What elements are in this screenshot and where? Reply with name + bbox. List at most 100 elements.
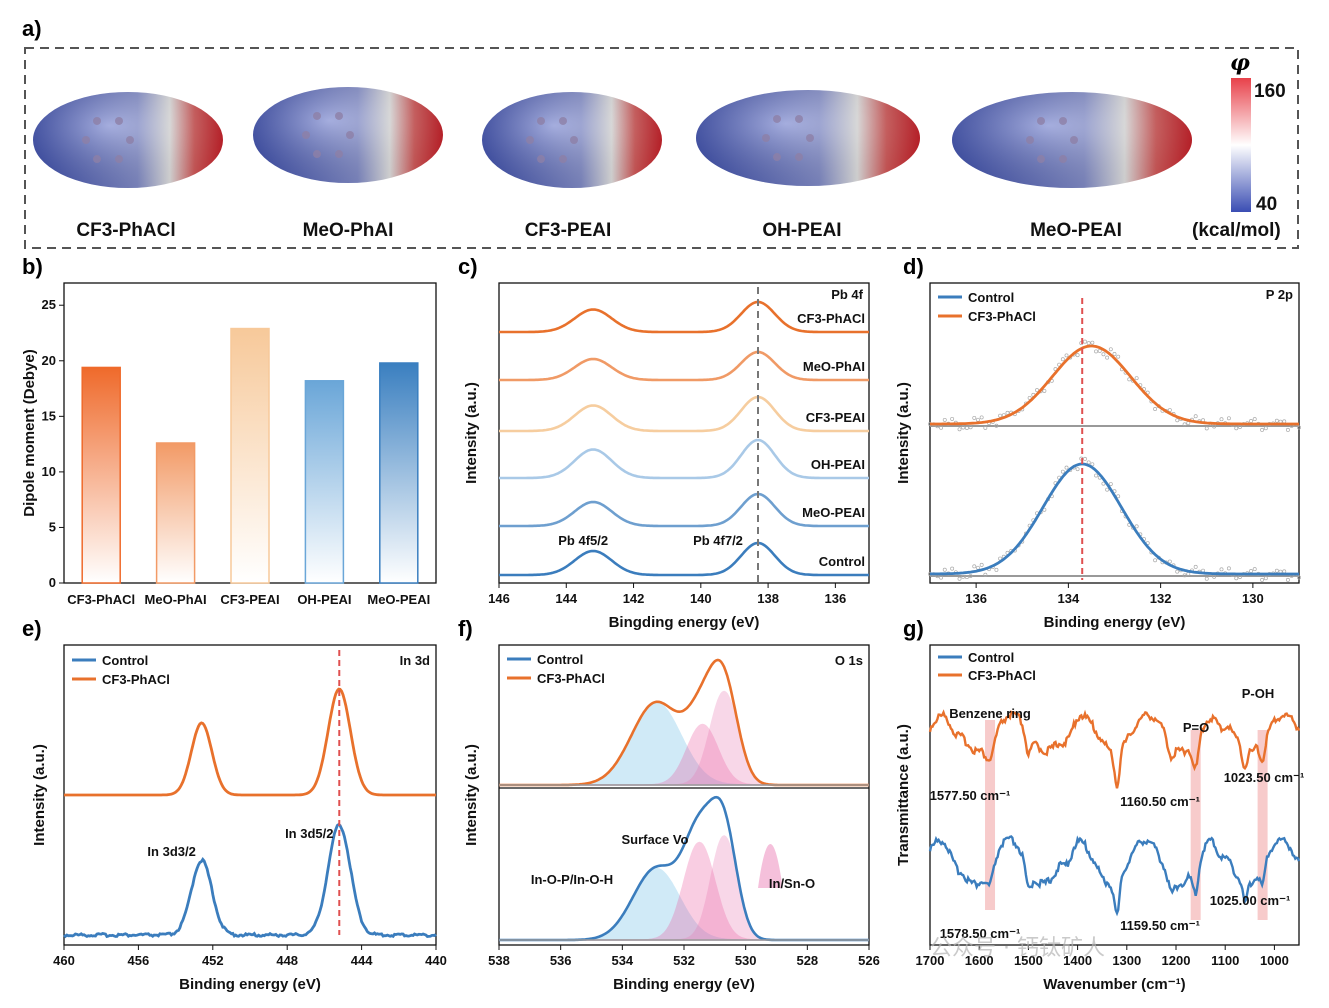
legend-label: Control	[968, 290, 1014, 305]
raw-point	[994, 423, 999, 428]
band-highlight	[985, 720, 996, 910]
raw-point	[1116, 354, 1121, 359]
component-label: Surface Vo	[622, 832, 689, 847]
raw-point	[1297, 575, 1301, 580]
colorbar-unit: (kcal/mol)	[1192, 220, 1281, 241]
x-tick-label: 1000	[1260, 953, 1289, 968]
y-tick-label: 15	[42, 408, 56, 423]
x-tick-label: OH-PEAI	[297, 592, 351, 607]
atom	[93, 116, 101, 125]
raw-point	[1252, 417, 1257, 422]
peak-label: In 3d3/2	[147, 844, 195, 859]
y-tick-label: 5	[49, 519, 56, 534]
fit-line	[930, 344, 1299, 426]
peak-annotation: 1025.00 cm⁻¹	[1210, 893, 1291, 908]
raw-point	[972, 415, 977, 420]
raw-point	[976, 417, 980, 422]
raw-point	[1097, 348, 1102, 353]
raw-point	[1182, 422, 1187, 427]
raw-point	[1090, 340, 1095, 345]
molecule-label: MeO-PEAI	[1030, 220, 1122, 241]
component-label: In-O-P/In-O-H	[531, 872, 613, 887]
atom	[335, 111, 343, 120]
raw-point	[957, 427, 962, 432]
legend-label: CF3-PhACl	[102, 672, 170, 687]
atom	[559, 155, 567, 164]
raw-point	[1260, 427, 1265, 432]
x-tick-label: 538	[488, 953, 510, 968]
raw-point	[972, 564, 977, 569]
band-label: P=O	[1183, 720, 1209, 735]
raw-point	[983, 572, 988, 577]
panel-label-c: c)	[458, 254, 478, 279]
raw-point	[1274, 418, 1279, 423]
raw-point	[1226, 416, 1231, 421]
raw-point	[1238, 425, 1242, 429]
raw-point	[1083, 339, 1087, 344]
raw-point	[976, 565, 980, 570]
x-tick-label: 534	[611, 953, 633, 968]
y-tick-label: 0	[49, 575, 56, 590]
x-tick-label: 1300	[1112, 953, 1141, 968]
raw-point	[1263, 426, 1268, 431]
chart-title: P 2p	[1266, 287, 1293, 302]
atom	[93, 155, 101, 164]
atom	[570, 136, 578, 144]
atom	[1070, 136, 1078, 144]
atom	[1026, 136, 1034, 144]
atom	[115, 155, 123, 164]
molecule-row	[33, 87, 1192, 188]
atom	[537, 155, 545, 164]
chart-g: 1700 1600 1500 1400 1300 1200 1100 1000 Wavenumb…	[895, 644, 1304, 993]
x-tick-label: 140	[690, 591, 712, 606]
raw-point	[1282, 569, 1287, 574]
raw-point	[1252, 567, 1257, 572]
series-line	[499, 395, 869, 433]
raw-point	[1285, 577, 1290, 582]
raw-point	[1060, 469, 1065, 474]
colorbar-max: 160	[1254, 81, 1286, 102]
y-tick-label: 10	[42, 464, 56, 479]
chart-f: 538 536 534 532 530 528 526 Binding energy (eV)…	[463, 644, 880, 993]
series-line	[499, 438, 869, 480]
raw-point	[979, 415, 984, 420]
x-tick-label: 536	[550, 953, 572, 968]
legend-label: CF3-PhACl	[537, 671, 605, 686]
x-tick-label: MeO-PhAI	[145, 592, 207, 607]
raw-point	[998, 413, 1003, 418]
panel-label-e: e)	[22, 616, 42, 641]
atom	[126, 136, 134, 144]
raw-point	[1086, 460, 1091, 465]
x-tick-label: 136	[825, 591, 847, 606]
band-label: Benzene ring	[949, 706, 1031, 721]
atom	[806, 134, 814, 142]
spectrum-line	[928, 709, 1301, 789]
raw-point	[968, 574, 973, 579]
raw-point	[1101, 481, 1106, 486]
series-label: Control	[819, 554, 865, 569]
raw-point	[1234, 576, 1239, 581]
panel-label-b: b)	[22, 254, 43, 279]
atom	[559, 116, 567, 125]
raw-point	[1108, 347, 1113, 352]
raw-point	[1042, 388, 1047, 393]
raw-point	[1297, 425, 1301, 430]
x-tick-label: 132	[1150, 591, 1172, 606]
peak-annotation: 1577.50 cm⁻¹	[930, 788, 1011, 803]
y-axis-label: Intensity (a.u.)	[31, 744, 48, 846]
x-tick-label: 444	[351, 953, 373, 968]
x-axis-label: Wavenumber (cm⁻¹)	[1043, 976, 1185, 993]
component-peak	[499, 841, 869, 941]
component-label: In/Sn-O	[769, 876, 815, 891]
raw-point	[1193, 564, 1198, 569]
series-label: CF3-PEAI	[806, 410, 865, 425]
raw-point	[1234, 426, 1239, 431]
y-axis-label: Intensity (a.u.)	[463, 744, 480, 846]
raw-point	[1153, 407, 1158, 411]
raw-point	[1086, 341, 1091, 346]
raw-point	[968, 425, 973, 430]
chart-title: Pb 4f	[831, 287, 863, 302]
raw-point	[1212, 424, 1217, 429]
annotation-shape	[758, 844, 783, 888]
